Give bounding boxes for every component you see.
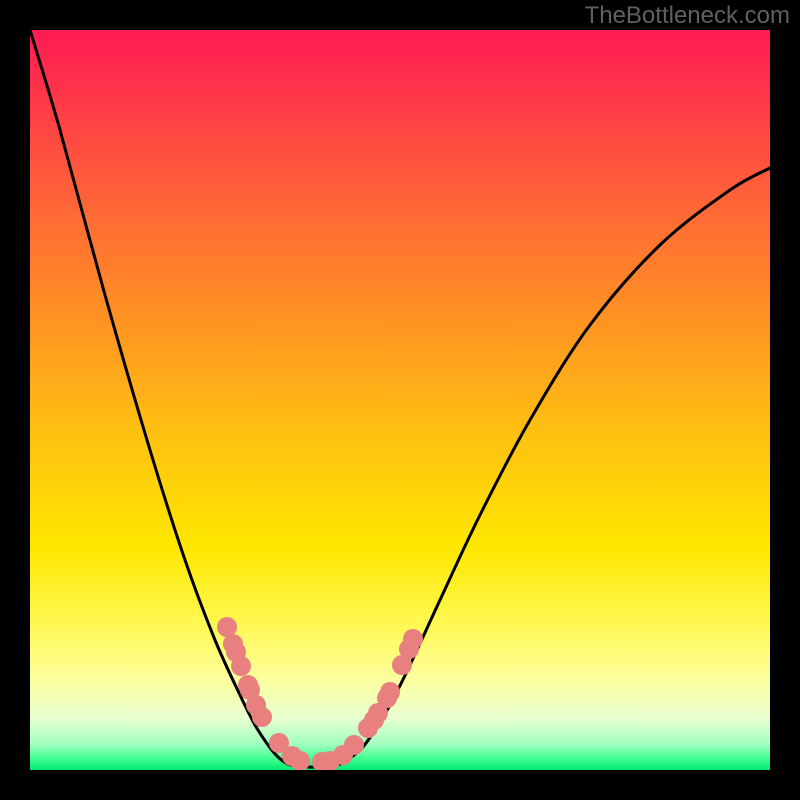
data-marker: [403, 629, 423, 649]
data-marker: [380, 682, 400, 702]
data-marker: [252, 707, 272, 727]
data-marker: [344, 735, 364, 755]
attribution-text: TheBottleneck.com: [585, 2, 790, 30]
chart-frame: TheBottleneck.com: [0, 0, 800, 800]
marker-group: [217, 617, 423, 770]
data-marker: [217, 617, 237, 637]
plot-area: [30, 30, 770, 770]
data-marker: [231, 656, 251, 676]
curve-layer: [30, 30, 770, 770]
